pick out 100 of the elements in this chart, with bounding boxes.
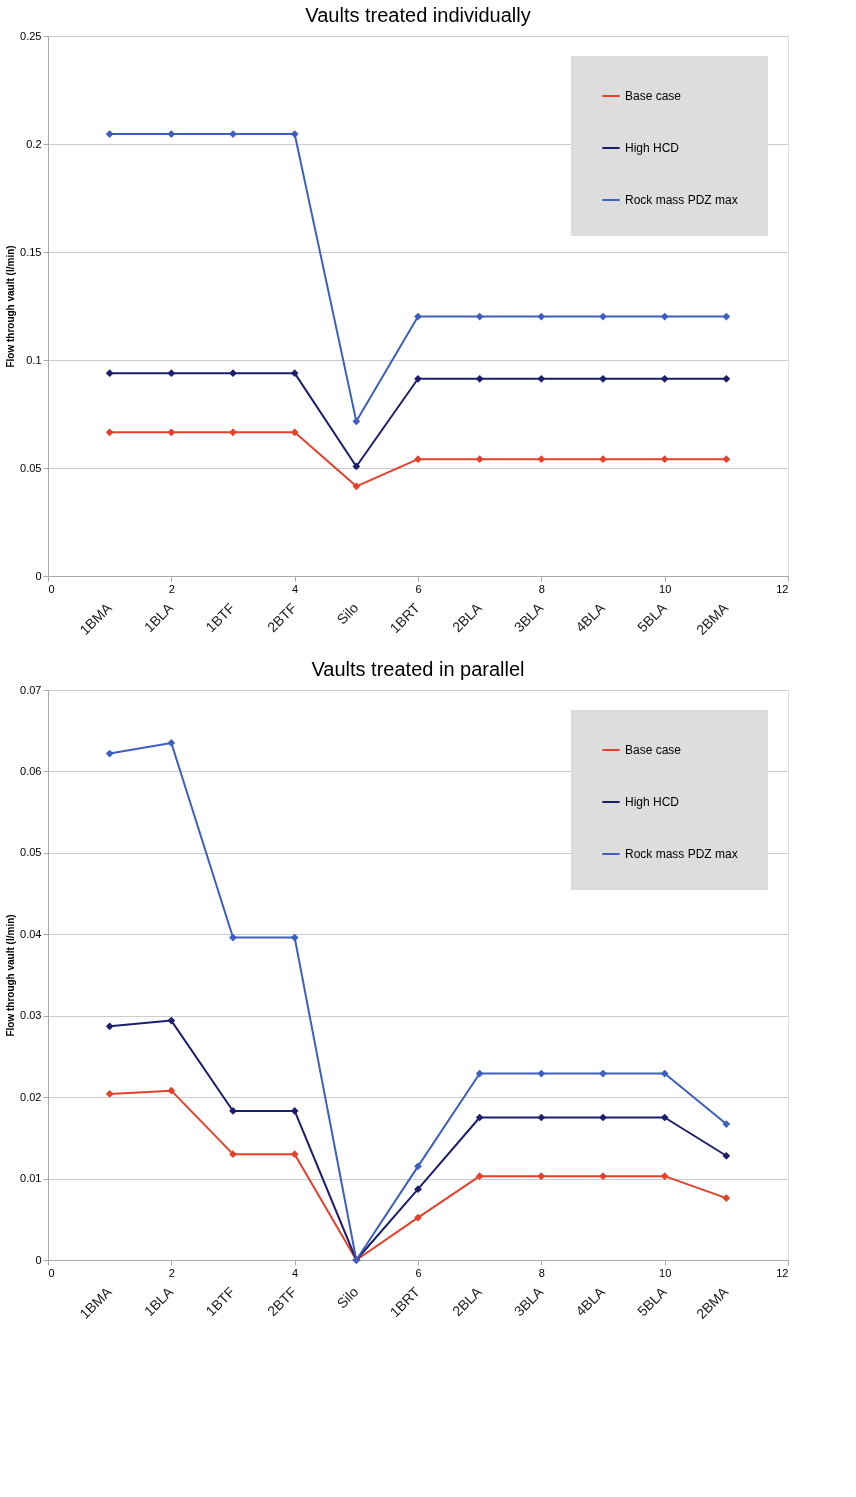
x-tick-label: 6 xyxy=(415,1266,422,1279)
point xyxy=(352,462,361,471)
y-tick-label: 0.07 xyxy=(20,683,42,696)
point xyxy=(290,130,299,138)
chart-title: Vaults treated in parallel xyxy=(311,658,525,680)
point xyxy=(599,1069,607,1078)
x-tick-label: 6 xyxy=(415,582,422,595)
point xyxy=(475,1113,484,1122)
y-tick-label: 0.1 xyxy=(26,353,42,366)
y-tick-label: 0.02 xyxy=(20,1090,42,1103)
legend-label: Base case xyxy=(625,89,682,103)
x-tick-label: 4 xyxy=(292,582,299,595)
y-tick-label: 0.05 xyxy=(20,461,42,474)
point xyxy=(414,1185,422,1194)
point xyxy=(660,374,669,383)
y-tick-label: 0 xyxy=(35,569,42,582)
point xyxy=(229,428,237,437)
point xyxy=(660,1069,669,1078)
y-axis-title: Flow through vault (l/min) xyxy=(5,245,17,368)
point xyxy=(167,1086,176,1095)
x-tick-label: 10 xyxy=(659,582,672,595)
point xyxy=(414,455,422,464)
point xyxy=(290,1150,299,1159)
point xyxy=(167,369,176,378)
point xyxy=(722,1151,731,1160)
point xyxy=(105,130,114,138)
point xyxy=(229,933,237,942)
point xyxy=(105,428,114,437)
point xyxy=(290,369,299,378)
point xyxy=(660,1172,669,1180)
y-axis-title: Flow through vault (l/min) xyxy=(5,914,17,1037)
point xyxy=(537,312,546,321)
point xyxy=(475,374,484,383)
point xyxy=(414,312,422,321)
y-tick-label: 0.2 xyxy=(26,137,42,150)
point xyxy=(167,1016,176,1025)
point xyxy=(599,1113,607,1122)
point xyxy=(475,312,484,321)
point xyxy=(599,374,607,383)
x-tick-label: 0 xyxy=(48,1266,55,1279)
point xyxy=(414,374,422,383)
point xyxy=(537,1069,546,1078)
point xyxy=(660,312,669,321)
point xyxy=(167,428,176,437)
point xyxy=(660,1113,669,1122)
x-tick-label: 8 xyxy=(538,582,545,595)
y-tick-label: 0 xyxy=(35,1253,42,1266)
y-tick-label: 0.25 xyxy=(20,29,42,42)
point xyxy=(475,1172,484,1180)
point xyxy=(537,1113,546,1122)
x-tick-label: 4 xyxy=(292,1266,299,1279)
point xyxy=(229,369,237,378)
point xyxy=(599,455,607,464)
point xyxy=(105,1022,114,1031)
point xyxy=(722,1194,731,1202)
point xyxy=(290,428,299,437)
point xyxy=(722,312,731,321)
text: Silo xyxy=(333,599,362,628)
point xyxy=(290,1107,299,1115)
y-tick-label: 0.04 xyxy=(20,927,42,940)
point xyxy=(105,749,114,758)
y-tick-label: 0.01 xyxy=(20,1172,42,1185)
point xyxy=(722,1120,731,1128)
point xyxy=(722,374,731,383)
legend-label: Rock mass PDZ max xyxy=(625,193,738,207)
legend-label: Rock mass PDZ max xyxy=(625,847,738,861)
x-tick-label: 8 xyxy=(538,1266,545,1279)
x-tick-label: 0 xyxy=(48,582,55,595)
text: Silo xyxy=(333,1283,362,1312)
point xyxy=(414,1213,422,1222)
point xyxy=(105,1090,114,1098)
point xyxy=(352,417,361,426)
y-tick-label: 0.03 xyxy=(20,1009,42,1022)
point xyxy=(105,369,114,378)
x-tick-label: 2 xyxy=(168,582,175,595)
point xyxy=(167,130,176,138)
x-tick-label: 2 xyxy=(168,1266,175,1279)
y-tick-label: 0.05 xyxy=(20,846,42,859)
point xyxy=(599,312,607,321)
point xyxy=(537,374,546,383)
point xyxy=(167,739,176,747)
point xyxy=(290,933,299,942)
y-tick-label: 0.06 xyxy=(20,764,42,777)
legend-label: High HCD xyxy=(625,141,680,155)
point xyxy=(414,1162,422,1171)
x-tick-label: 10 xyxy=(659,1266,672,1279)
point xyxy=(475,455,484,464)
point xyxy=(660,455,669,464)
legend-label: Base case xyxy=(625,743,682,757)
y-tick-label: 0.15 xyxy=(20,245,42,258)
x-tick-label: 12 xyxy=(776,582,789,595)
chart-title: Vaults treated individually xyxy=(305,4,531,26)
point xyxy=(229,1150,237,1159)
point xyxy=(537,455,546,464)
legend-label: High HCD xyxy=(625,795,680,809)
point xyxy=(537,1172,546,1180)
point xyxy=(475,1069,484,1078)
point xyxy=(352,482,361,491)
point xyxy=(722,455,731,464)
x-tick-label: 12 xyxy=(776,1266,789,1279)
